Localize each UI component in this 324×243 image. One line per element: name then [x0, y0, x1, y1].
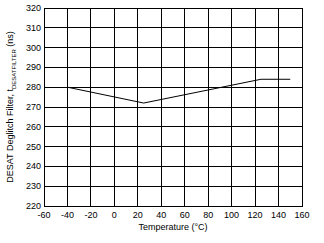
x-tick-label: -20	[84, 210, 97, 220]
x-tick-label: 120	[248, 210, 263, 220]
x-tick-label: 140	[271, 210, 286, 220]
y-grid	[44, 166, 302, 167]
x-tick-label: -40	[61, 210, 74, 220]
y-tick-label: 280	[26, 82, 41, 92]
x-tick-label: 40	[156, 210, 166, 220]
y-grid	[44, 87, 302, 88]
y-tick-label: 270	[26, 102, 41, 112]
y-tick-label: 220	[26, 201, 41, 211]
y-tick-label: 310	[26, 23, 41, 33]
y-tick-label: 320	[26, 3, 41, 13]
y-tick-label: 230	[26, 181, 41, 191]
plot-area	[67, 79, 290, 103]
y-axis-label: DESAT Deglitch Filter, tDESATFILTER (ns)	[5, 31, 17, 183]
y-grid	[44, 47, 302, 48]
y-grid	[44, 107, 302, 108]
plot-frame	[44, 8, 302, 206]
y-tick-label: 240	[26, 161, 41, 171]
y-axis-label-part: DESAT Deglitch Filter, t	[5, 89, 15, 183]
chart-root: -60 -40 -20 0 20 40 60 80 100 120 140 160 220 230 240 2…	[0, 0, 324, 243]
y-tick-label: 300	[26, 43, 41, 53]
x-tick-label: 160	[294, 210, 309, 220]
y-tick-label: 250	[26, 142, 41, 152]
y-tick-label: 260	[26, 122, 41, 132]
y-grid	[44, 27, 302, 28]
x-tick-label: 20	[133, 210, 143, 220]
data-line	[67, 79, 290, 103]
x-tick-label: 100	[224, 210, 239, 220]
y-axis-label-part: (ns)	[5, 31, 15, 49]
chart: -60 -40 -20 0 20 40 60 80 100 120 140 160 220 230 240 2…	[0, 0, 324, 243]
x-axis-label: Temperature (°C)	[138, 222, 207, 232]
y-tick-label: 290	[26, 62, 41, 72]
x-tick-label: 80	[203, 210, 213, 220]
y-grid	[44, 126, 302, 127]
x-tick-label: 0	[112, 210, 117, 220]
x-tick-label: -60	[37, 210, 50, 220]
x-tick-label: 60	[180, 210, 190, 220]
y-axis-label-part: DESATFILTER	[11, 49, 17, 89]
y-grid	[44, 67, 302, 68]
y-grid	[44, 146, 302, 147]
y-grid	[44, 186, 302, 187]
